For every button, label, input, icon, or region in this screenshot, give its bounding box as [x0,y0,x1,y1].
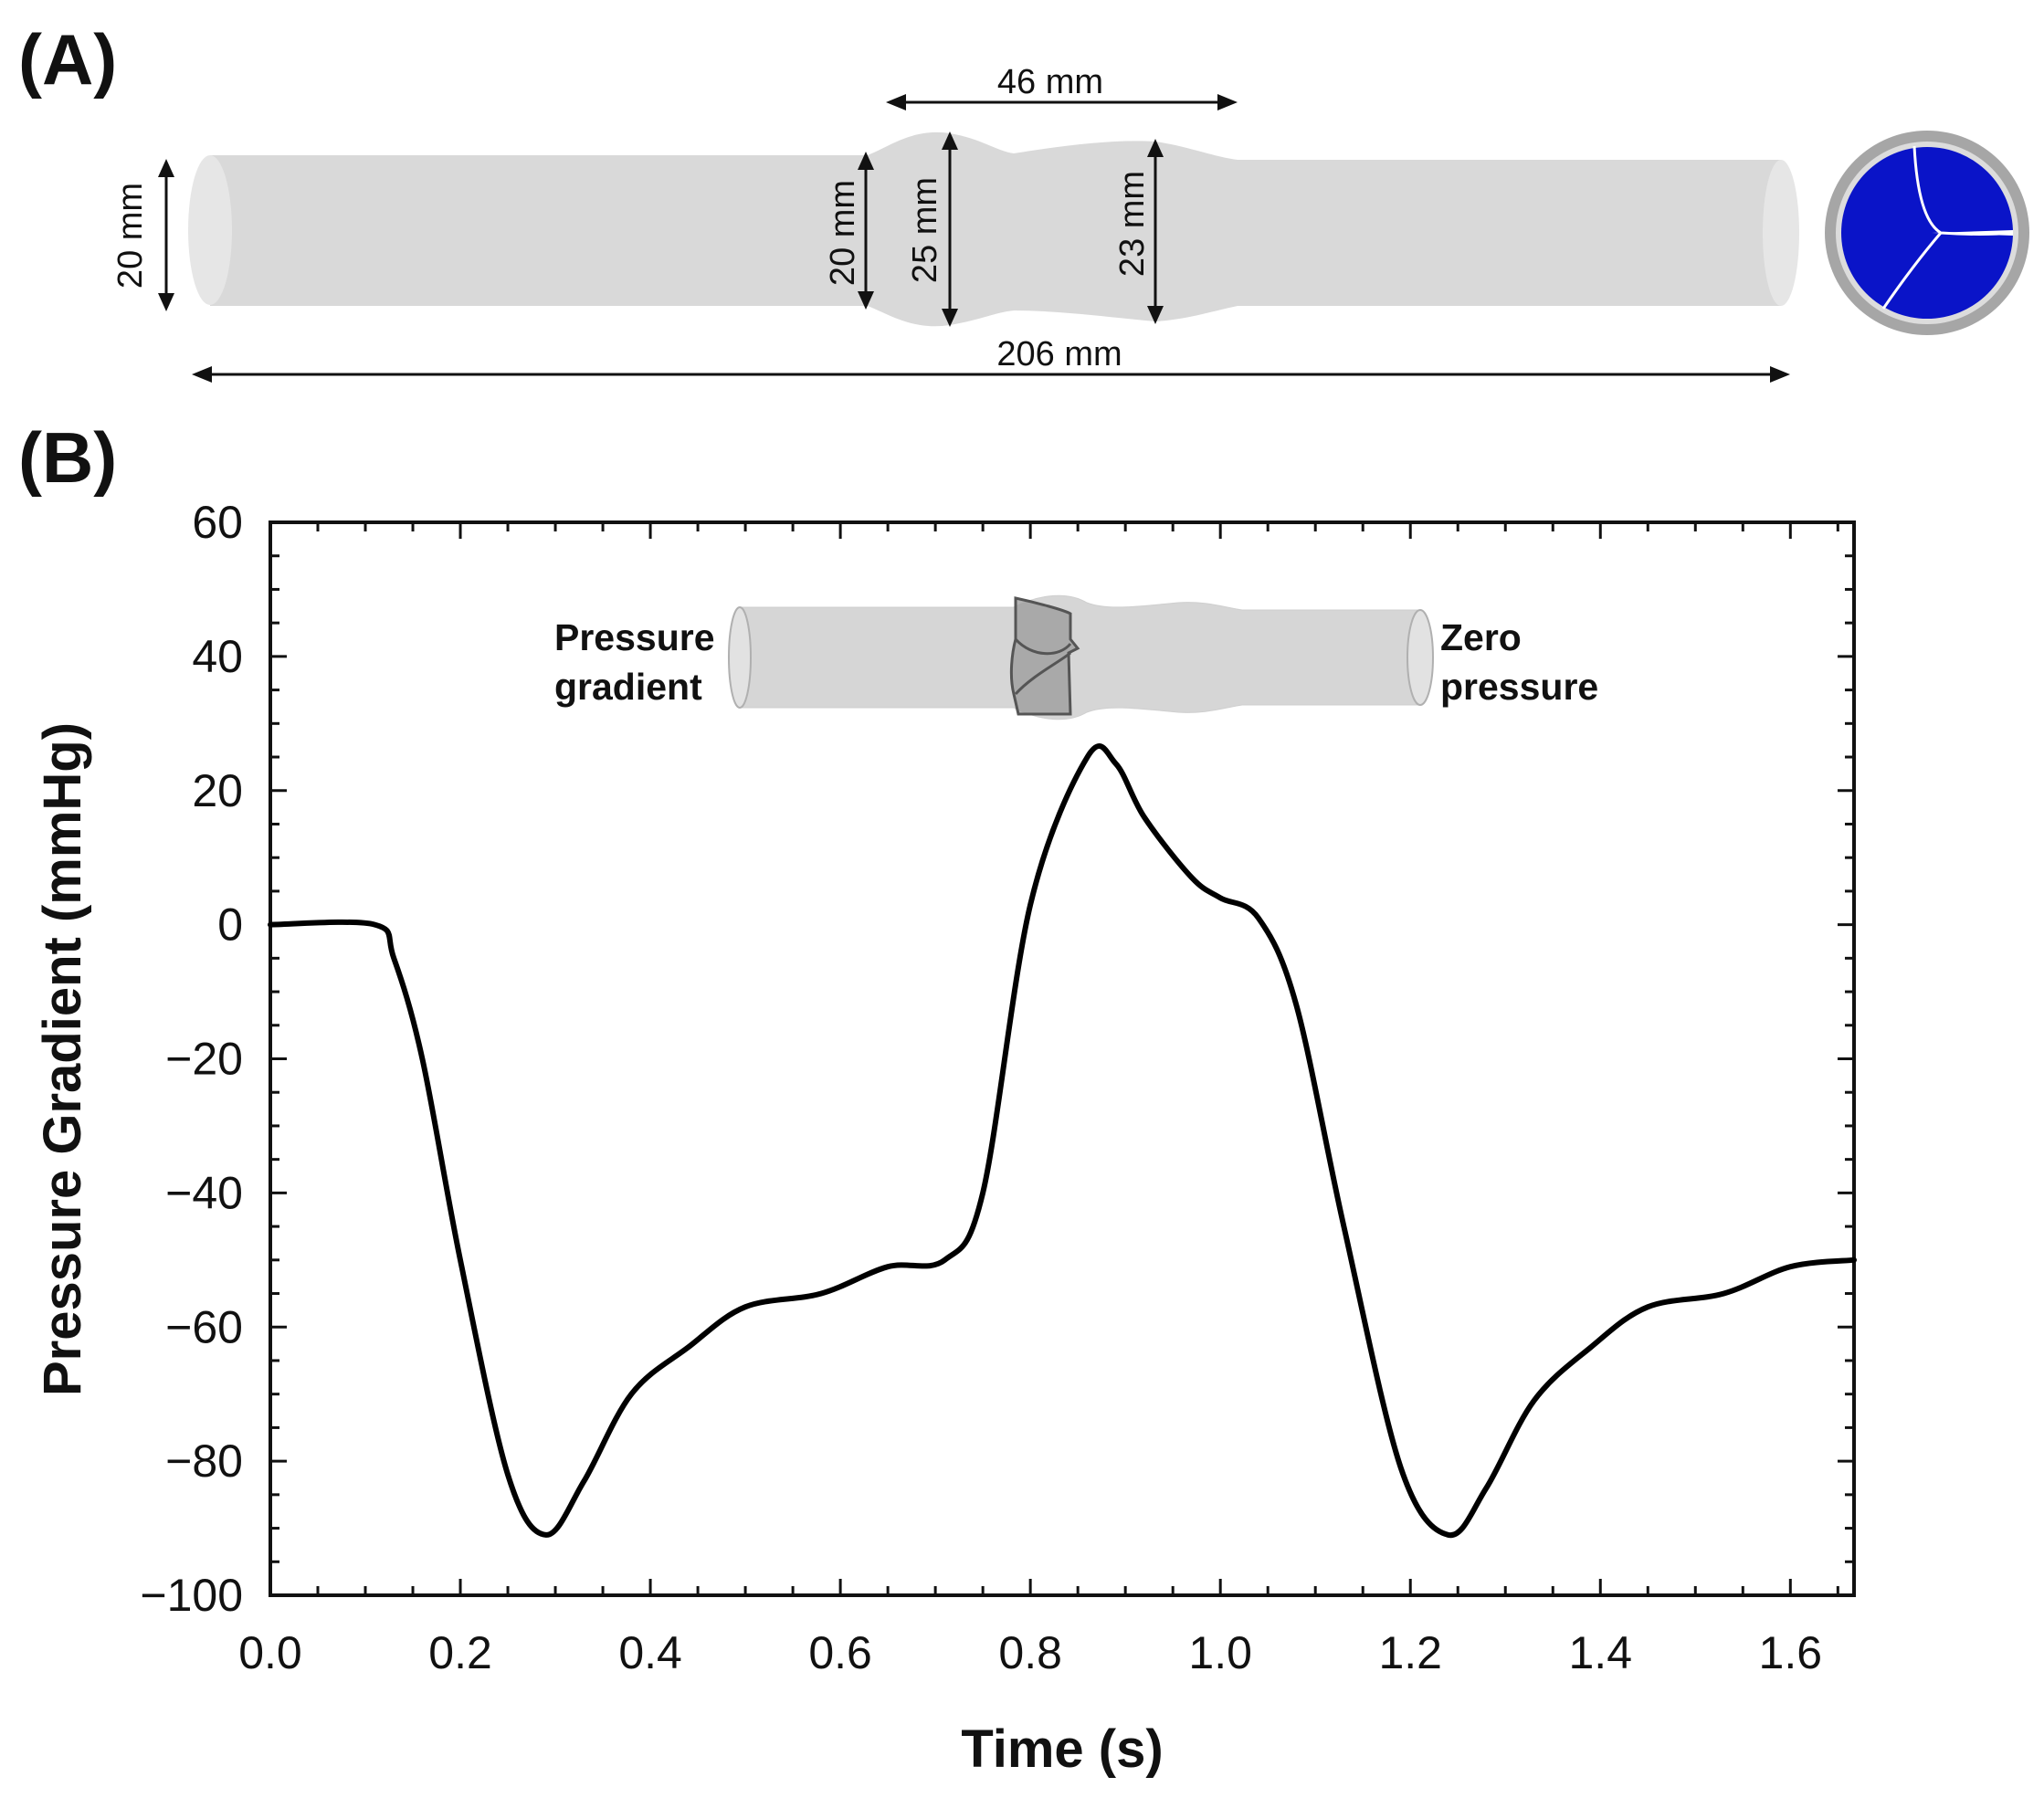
x-tick-label: 0.2 [428,1627,492,1678]
dim-sinus-label: 25 mm [906,177,944,283]
y-tick-label: −40 [165,1167,243,1218]
y-tick-label: 20 [192,765,243,816]
x-tick-label: 1.0 [1188,1627,1252,1678]
y-tick-label: 60 [192,497,243,548]
panel-a-label: (A) [18,19,117,100]
valve-leaflets [1841,147,2013,319]
x-axis-title: Time (s) [961,1719,1163,1779]
dim-sinus-arrow [942,131,958,327]
inset-label-zero-pressure-line1: Zero [1440,616,1522,658]
pressure-chart: 0.0 0.2 0.4 0.6 0.8 1.0 1.2 1.4 1.6 60 40 20 0 −20 −40… [33,497,1857,1779]
dim-valve-in-arrow [858,152,874,310]
inset-vessel [739,594,1421,720]
panel-b-label: (B) [18,417,117,498]
inset-inlet-face [728,606,752,709]
dim-outlet-arrow [1147,139,1164,324]
tick-labels: 0.0 0.2 0.4 0.6 0.8 1.0 1.2 1.4 1.6 60 40 20 0 −20 −40… [140,497,1822,1678]
y-tick-label: −80 [165,1435,243,1487]
x-tick-label: 1.2 [1378,1627,1442,1678]
x-tick-label: 1.4 [1569,1627,1633,1678]
dim-valve-in-label: 20 mm [824,180,862,286]
inset-label-zero-pressure-line2: pressure [1440,666,1598,708]
inset-valve-leaflets [1009,596,1080,716]
x-tick-label: 0.6 [808,1627,872,1678]
vessel-body [210,131,1781,327]
y-axis-title: Pressure Gradient (mmHg) [33,722,92,1396]
axis-ticks [269,520,1854,1597]
inset-label-pressure-gradient-line2: gradient [554,666,702,708]
dim-inlet-label: 20 mm [111,183,150,289]
dim-length-label: 46 mm [997,63,1103,101]
dim-length-arrow [886,94,1238,110]
x-tick-label: 0.8 [998,1627,1062,1678]
vessel-outlet-face [1763,160,1799,306]
vessel-inlet-face [188,155,232,305]
series-line-pressure-gradient [268,743,1857,1538]
dim-total-arrow [192,366,1790,383]
inset-outlet-face [1407,609,1434,706]
inset-label-pressure-gradient-line1: Pressure [554,616,715,658]
dim-inlet-arrow [158,159,174,311]
y-tick-label: 40 [192,631,243,682]
dim-outlet-label: 23 mm [1113,171,1152,277]
y-tick-label: 0 [217,899,243,951]
x-tick-label: 0.0 [238,1627,302,1678]
y-tick-label: −20 [165,1034,243,1085]
y-tick-label: −100 [140,1570,243,1621]
vessel-model [188,131,1799,327]
inset-model [728,594,1434,720]
x-tick-label: 1.6 [1759,1627,1823,1678]
dim-total-label: 206 mm [996,335,1122,373]
x-tick-label: 0.4 [618,1627,682,1678]
y-tick-label: −60 [165,1301,243,1352]
valve-cross-section [1825,131,2029,335]
